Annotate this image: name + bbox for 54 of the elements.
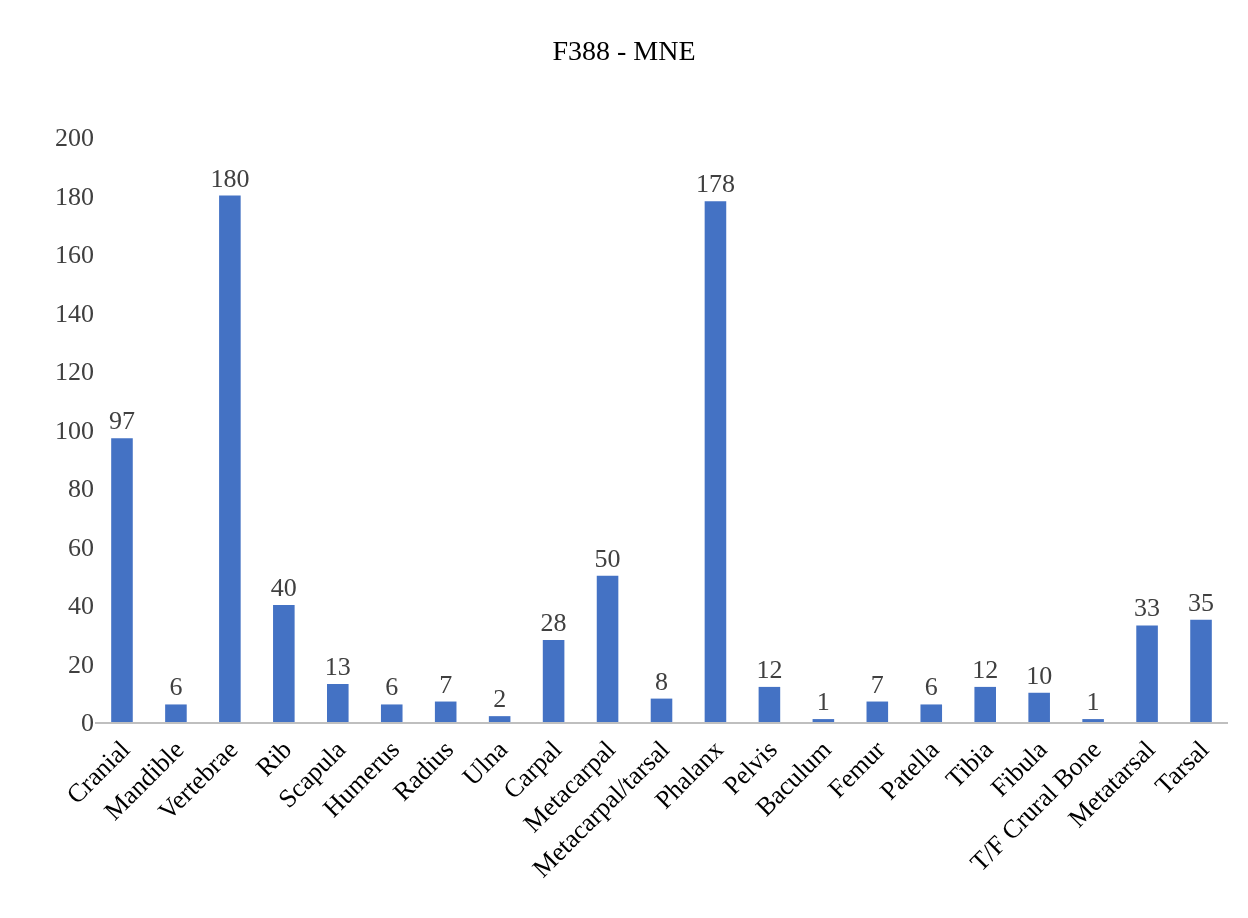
bar: [920, 704, 943, 722]
bar: [650, 698, 673, 722]
data-label: 178: [695, 169, 735, 199]
y-tick-label: 60: [68, 532, 94, 562]
data-label: 6: [385, 672, 399, 702]
y-tick-label: 0: [81, 708, 94, 738]
bar: [542, 640, 565, 722]
bar: [219, 195, 241, 722]
bar: [974, 686, 996, 722]
data-label: 50: [594, 543, 621, 573]
data-label: 1: [1086, 687, 1100, 717]
data-label: 35: [1188, 587, 1215, 617]
bar: [758, 686, 781, 722]
data-label: 1: [816, 687, 830, 717]
data-label: 180: [210, 163, 250, 193]
data-label: 13: [324, 651, 351, 681]
data-label: 7: [439, 669, 453, 699]
bar: [812, 719, 835, 722]
data-label: 97: [108, 406, 135, 436]
data-label: 40: [270, 573, 297, 602]
bar: [165, 704, 187, 722]
data-label: 12: [756, 654, 783, 684]
data-label: 2: [493, 684, 507, 714]
bar: [327, 683, 349, 722]
data-label: 33: [1134, 593, 1161, 623]
y-tick-label: 40: [68, 591, 94, 621]
y-tick-label: 120: [55, 357, 94, 387]
y-tick-label: 20: [68, 649, 94, 679]
y-tick-label: 100: [55, 415, 94, 445]
bar: [111, 438, 133, 722]
bar: [596, 575, 619, 722]
bar: [488, 716, 511, 722]
bar: [1082, 719, 1104, 722]
bar: [866, 701, 889, 722]
bar: [704, 201, 727, 722]
data-label: 12: [972, 654, 999, 684]
data-label: 8: [655, 666, 668, 696]
bar: [380, 704, 403, 722]
data-label: 6: [169, 672, 183, 702]
bar: [273, 605, 295, 722]
y-tick-label: 200: [55, 123, 94, 153]
data-label: 28: [540, 608, 567, 638]
bar: [1136, 625, 1158, 722]
bar: [434, 701, 457, 722]
y-tick-label: 80: [68, 474, 94, 504]
bar: [1190, 619, 1212, 722]
chart-title: F388 - MNE: [552, 35, 696, 67]
y-tick-label: 180: [55, 181, 94, 211]
data-label: 6: [924, 672, 938, 702]
y-tick-label: 160: [55, 240, 94, 270]
y-tick-label: 140: [55, 298, 94, 328]
data-label: 7: [870, 669, 884, 699]
bar: [1028, 692, 1050, 722]
data-label: 10: [1026, 660, 1053, 690]
